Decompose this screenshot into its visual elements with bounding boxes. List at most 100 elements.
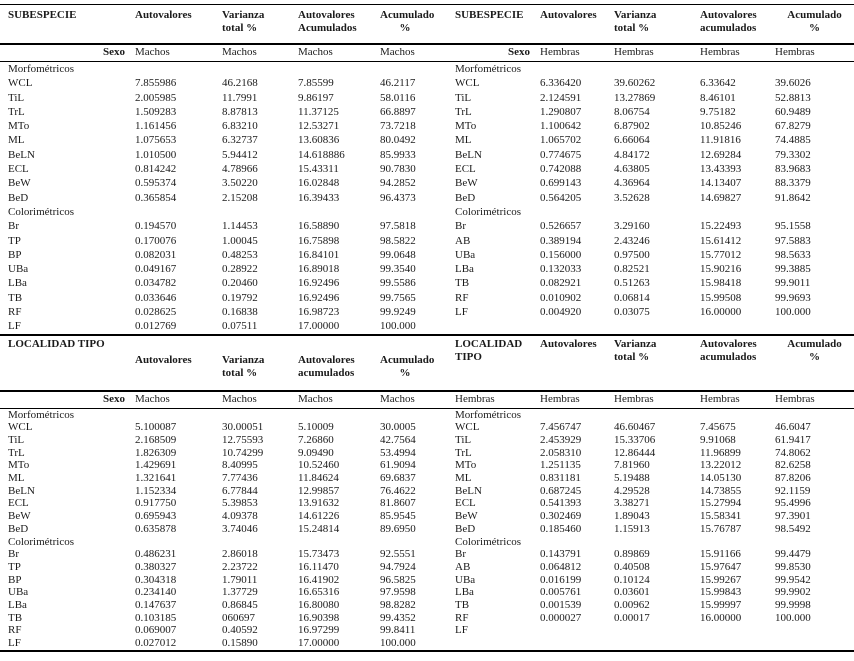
cell-value: 16.92496 <box>298 291 340 304</box>
cell-value: 8.06754 <box>614 105 650 118</box>
half-sexo-hembras: Hembras Hembras Hembras Hembras Hembras <box>430 392 854 408</box>
sexo-value: Hembras <box>540 392 580 405</box>
row-label: ECL <box>8 163 29 176</box>
cell-value: 0.143791 <box>540 548 582 561</box>
row-label: BeLN <box>455 148 482 161</box>
cell-value: 1.065702 <box>540 134 582 147</box>
table-row: TrL 1.290807 8.06754 9.75182 60.9489 <box>430 105 854 119</box>
row-label: BeW <box>455 177 478 190</box>
cell-value: 94.2852 <box>380 177 416 190</box>
row-label: BP <box>8 248 22 261</box>
table-row: TP 0.380327 2.23722 16.11470 94.7924 <box>0 561 430 574</box>
cell-value: 90.7830 <box>380 163 416 176</box>
table-row: MTo 1.251135 7.81960 13.22012 82.6258 <box>430 459 854 472</box>
cell-value: 99.9011 <box>775 277 811 290</box>
cell-value: 0.00017 <box>614 611 650 624</box>
cell-value: 0.20460 <box>222 277 258 290</box>
table-row: UBa 0.016199 0.10124 15.99267 99.9542 <box>430 574 854 587</box>
cell-value: 1.010500 <box>135 148 177 161</box>
sexo-value: Machos <box>222 46 257 58</box>
group-label: Colorimétricos <box>8 205 74 218</box>
text-line: Autovalores <box>298 353 355 366</box>
cell-value: 15.77012 <box>700 248 742 261</box>
header-row: SUBESPECIE Autovalores Varianza total % Auto… <box>0 5 434 43</box>
text-line: % <box>809 350 820 363</box>
row-label: MTo <box>8 459 30 472</box>
cell-value: 99.3885 <box>775 263 811 276</box>
column-header: Acumulado% <box>380 9 434 43</box>
cell-value: 6.66064 <box>614 134 650 147</box>
cell-value: 0.742088 <box>540 163 582 176</box>
sexo-value: Hembras <box>540 46 580 58</box>
cell-value: 0.012769 <box>135 320 177 333</box>
cell-value: 16.02848 <box>298 177 340 190</box>
cell-value: 0.86845 <box>222 598 258 611</box>
cell-value: 15.27994 <box>700 497 742 510</box>
cell-value: 92.5551 <box>380 548 416 561</box>
cell-value: 15.24814 <box>298 522 340 535</box>
cell-value: 0.033646 <box>135 291 177 304</box>
table-row: TrL 1.826309 10.74299 9.09490 53.4994 <box>0 447 430 460</box>
cell-value: 99.4352 <box>380 611 416 624</box>
sexo-label: Hembras <box>455 392 495 405</box>
group-row: Morfométricos <box>0 409 430 422</box>
cell-value: 0.132033 <box>540 263 582 276</box>
cell-value: 6.32737 <box>222 134 258 147</box>
row-label: MTo <box>455 459 477 472</box>
column-header: Varianza total % <box>222 354 298 390</box>
text-line: total % <box>614 350 650 363</box>
table-row: LBa 0.147637 0.86845 16.80080 98.8282 <box>0 599 430 612</box>
cell-value: 96.5825 <box>380 573 416 586</box>
text-line: Varianza <box>614 337 657 350</box>
table-row: BP 0.082031 0.48253 16.84101 99.0648 <box>0 248 430 262</box>
cell-value: 6.33642 <box>700 77 736 90</box>
cell-value: 16.92496 <box>298 277 340 290</box>
cell-value: 0.234140 <box>135 586 177 599</box>
row-label: TiL <box>455 91 472 104</box>
cell-value: 3.74046 <box>222 522 258 535</box>
row-label: LF <box>455 306 468 319</box>
text-line: Autovalores <box>700 337 757 350</box>
cell-value: 0.064812 <box>540 560 582 573</box>
cell-value: 16.90398 <box>298 611 340 624</box>
text-line: total % <box>614 22 650 34</box>
cell-value: 1.826309 <box>135 446 177 459</box>
text-line: Acumulado <box>380 353 435 366</box>
sexo-value: Hembras <box>775 46 815 58</box>
cell-value: 0.97500 <box>614 248 650 261</box>
half-body-machos: Morfométricos WCL 5.100087 30.00051 5.10009 3… <box>0 409 430 650</box>
row-label: BeD <box>8 522 29 535</box>
cell-value: 39.6026 <box>775 77 811 90</box>
cell-value: 16.97299 <box>298 624 340 637</box>
text-line: acumulados <box>298 366 355 379</box>
sexo-value: Machos <box>222 392 257 405</box>
cell-value: 13.22012 <box>700 459 742 472</box>
cell-value: 0.082031 <box>135 248 177 261</box>
row-label: TP <box>8 560 21 573</box>
row-label: LBa <box>8 277 27 290</box>
column-header: Acumulado% <box>775 338 854 374</box>
row-label: TB <box>8 291 23 304</box>
cell-value: 16.39433 <box>298 191 340 204</box>
cell-value: 1.89043 <box>614 510 650 523</box>
text-line: % <box>399 366 411 379</box>
sexo-row-localidad-tipo: Sexo Machos Machos Machos Machos Hembras Hembr… <box>0 392 854 408</box>
row-label: TrL <box>455 446 472 459</box>
cell-value: 15.58341 <box>700 510 742 523</box>
cell-value: 1.321641 <box>135 472 177 485</box>
cell-value: 87.8206 <box>775 472 811 485</box>
text-line: Autovalores <box>135 353 192 366</box>
cell-value: 94.7924 <box>380 560 416 573</box>
cell-value: 0.89869 <box>614 548 650 561</box>
table-row: ECL 0.742088 4.63805 13.43393 83.9683 <box>430 162 854 176</box>
cell-value: 10.74299 <box>222 446 264 459</box>
column-header: Autovalores <box>540 9 614 43</box>
group-row: Morfométricos <box>430 62 854 76</box>
row-label: ECL <box>455 163 476 176</box>
cell-value: 0.194570 <box>135 220 177 233</box>
row-label: RF <box>455 611 469 624</box>
row-label: ECL <box>8 497 29 510</box>
row-label: BeD <box>8 191 29 204</box>
cell-value: 14.13407 <box>700 177 742 190</box>
row-label: WCL <box>8 421 33 434</box>
